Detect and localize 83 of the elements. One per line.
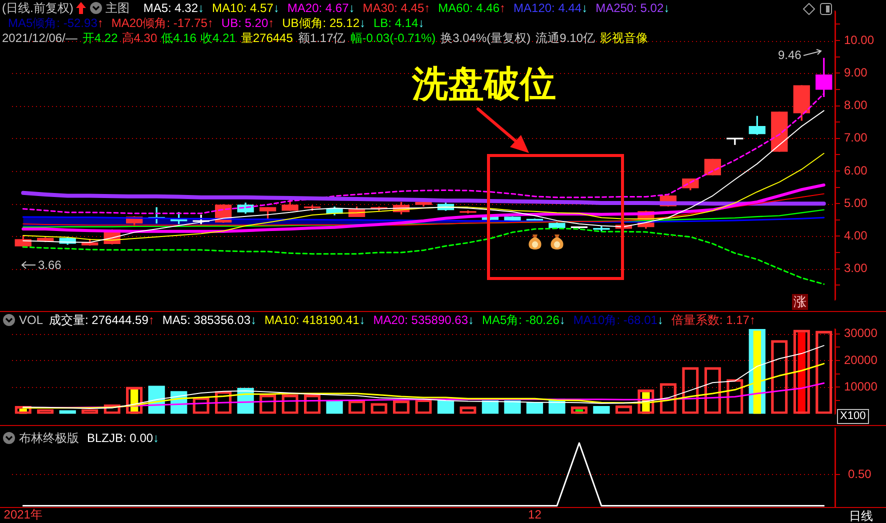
annotation: ↓ <box>582 1 588 15</box>
text: ↑ <box>148 313 154 327</box>
annotation: UB倾角: 25.12 <box>282 16 360 30</box>
ref-line-label: 0.50 <box>848 466 872 481</box>
annotation: MA30: 4.45 <box>362 1 424 15</box>
y-tick-label: 6.00 <box>844 163 868 178</box>
bar <box>593 406 610 414</box>
y-tick-label: 10000 <box>844 379 878 394</box>
bar <box>526 402 544 414</box>
y-tick-label: 8.00 <box>844 98 868 112</box>
annotation: 影视音像 <box>600 31 648 45</box>
annotation: MA20: 4.67 <box>287 1 349 15</box>
text: ↓ <box>657 313 664 327</box>
text: ↓ <box>559 313 566 327</box>
annotation: 量276445 <box>240 31 293 45</box>
annotation: 2021/12/06/— <box>2 31 78 45</box>
text: ↓ <box>250 313 256 327</box>
text: MA5角: -80.26 <box>482 313 560 327</box>
text: 倍量系数: 1.17 <box>671 313 750 327</box>
annotation: ↑ <box>207 16 214 30</box>
bar <box>793 330 810 414</box>
y-tick-label: 20000 <box>844 352 878 367</box>
annotation: 开4.22 <box>82 31 118 45</box>
bar <box>798 332 806 414</box>
annotation: 高4.30 <box>122 31 158 45</box>
annotation: 流通9.10亿 <box>536 31 596 45</box>
text: ↑ <box>749 313 756 327</box>
text: MA10角: -68.01 <box>573 313 658 327</box>
annotation: ↑ <box>500 1 506 15</box>
annotation: ↓ <box>198 1 204 15</box>
annotation: ↑ <box>268 16 274 30</box>
bar <box>326 400 343 414</box>
annotation: ↓ <box>348 1 355 15</box>
y-tick-label: 4.00 <box>844 228 868 243</box>
text: MA20: 535890.63 <box>373 313 468 327</box>
y-tick-label: 3.00 <box>844 261 868 276</box>
text: X100 <box>837 409 869 424</box>
annotation: ↓ <box>360 16 366 30</box>
annotation: MA120: 4.44 <box>514 1 582 15</box>
y-tick-label: 10.00 <box>844 32 874 47</box>
annotation: MA10: 4.57 <box>212 1 274 15</box>
annotation: 9.46 <box>778 48 802 62</box>
annotation: 3.66 <box>38 258 62 272</box>
text: MA5: 385356.03 <box>162 313 250 327</box>
y-tick-label: 9.00 <box>844 65 868 80</box>
annotation: ↓ <box>418 16 424 30</box>
bar <box>570 406 588 414</box>
annotation: 幅-0.03(-0.71%) <box>350 31 436 45</box>
text: MA10: 418190.41 <box>264 313 360 327</box>
annotation: ↑ <box>97 16 104 30</box>
text: 日线 <box>849 509 873 523</box>
text: 成交量: 276444.59 <box>49 313 148 327</box>
annotation: ↓ <box>153 431 160 445</box>
annotation: UB: 5.20 <box>221 16 268 30</box>
text: VOL <box>19 313 44 327</box>
annotation: ↓ <box>273 1 280 15</box>
annotation: LB: 4.14 <box>374 16 418 30</box>
bar <box>437 400 454 414</box>
annotation: 低4.16 <box>161 31 196 45</box>
y-tick-label: 7.00 <box>844 130 868 145</box>
annotation: MA5倾角: -52.93 <box>8 16 98 30</box>
y-tick-label: 30000 <box>844 326 878 340</box>
text: ↓ <box>468 313 474 327</box>
annotation: 主图 <box>105 1 130 15</box>
annotation: ↓ <box>664 1 670 15</box>
annotation: 布林终极版 <box>19 431 79 445</box>
annotation: ↑ <box>424 1 430 15</box>
annotation: MA20倾角: -17.75 <box>111 16 208 30</box>
annotation: 洗盘破位 <box>412 63 556 104</box>
annotation: 涨 <box>792 294 808 310</box>
x-tick-label: 2021年 <box>4 508 42 522</box>
annotation: MA250: 5.02 <box>596 1 664 15</box>
annotation: BLZJB: 0.00 <box>87 431 154 445</box>
annotation: MA60: 4.46 <box>438 1 500 15</box>
bar <box>504 400 521 414</box>
annotation: 收4.21 <box>200 31 236 45</box>
annotation: 换3.04%(量复权) <box>440 31 531 45</box>
annotation: MA5: 4.32 <box>143 1 198 15</box>
annotation: (日线.前复权) <box>2 1 74 15</box>
x-tick-label: 12 <box>528 508 542 522</box>
text: ↓ <box>359 313 366 327</box>
annotation: 额1.17亿 <box>298 31 346 45</box>
y-tick-label: 5.00 <box>844 196 868 210</box>
